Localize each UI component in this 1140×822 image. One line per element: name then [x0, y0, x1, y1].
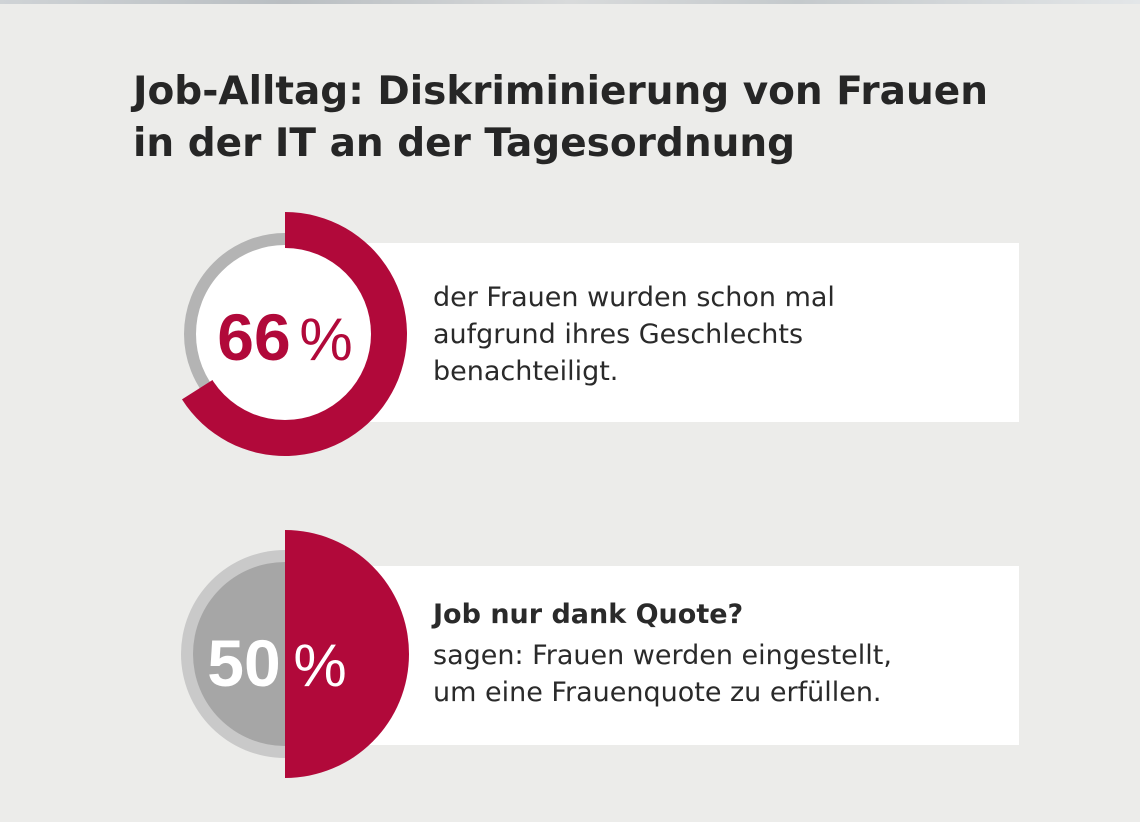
stat-heading: Job nur dank Quote?	[433, 599, 744, 630]
title-line-1: Job-Alltag: Diskriminierung von Frauen	[133, 69, 988, 114]
percentage-value: 50	[207, 626, 280, 700]
stat-card-discrimination: der Frauen wurden schon mal aufgrund ihr…	[285, 243, 1019, 422]
description-line: aufgrund ihres Geschlechts	[433, 319, 804, 350]
title-line-2: in der IT an der Tagesordnung	[133, 121, 796, 166]
percentage-value: 66	[217, 300, 290, 374]
stat-description-1: der Frauen wurden schon mal aufgrund ihr…	[433, 279, 993, 390]
description-line: benachteiligt.	[433, 356, 619, 387]
description-line: sagen: Frauen werden eingestellt,	[433, 640, 892, 671]
description-line: der Frauen wurden schon mal	[433, 282, 835, 313]
pie-slice-value	[285, 530, 409, 778]
donut-hole	[199, 248, 371, 420]
percent-sign: %	[293, 632, 346, 699]
page-title: Job-Alltag: Diskriminierung von Frauen i…	[133, 66, 1053, 170]
donut-chart-66: 66 %	[181, 212, 407, 456]
stat-description-2: Job nur dank Quote? sagen: Frauen werden…	[433, 596, 993, 711]
percent-sign: %	[299, 306, 352, 373]
description-line: um eine Frauenquote zu erfüllen.	[433, 677, 882, 708]
top-image-strip	[0, 0, 1140, 4]
donut-chart-50: 50 %	[181, 530, 409, 778]
